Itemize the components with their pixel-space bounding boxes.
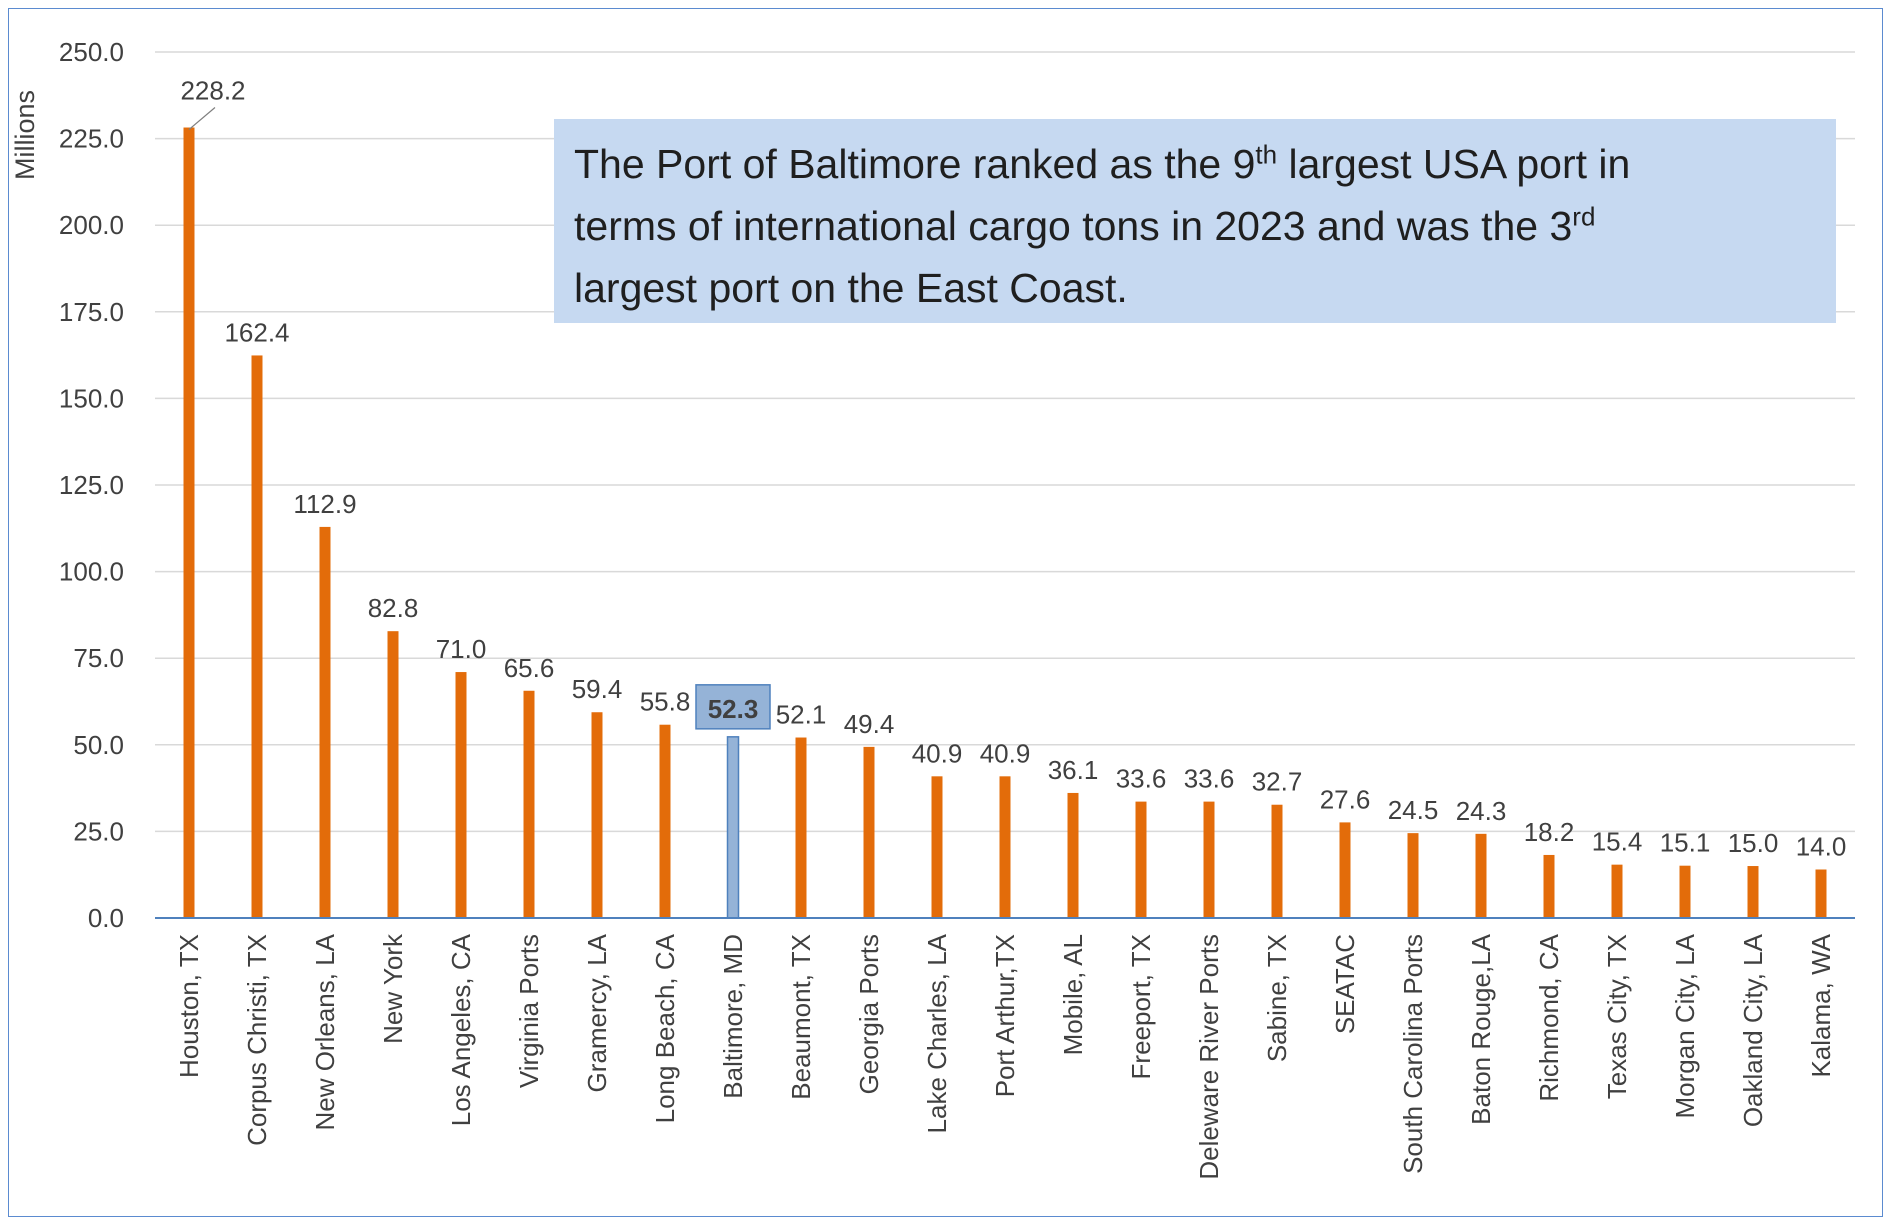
value-label: 18.2: [1524, 817, 1575, 847]
value-label: 14.0: [1796, 832, 1847, 862]
value-label: 162.4: [224, 317, 289, 347]
x-tick-label: Los Angeles, CA: [446, 933, 476, 1126]
value-label: 52.3: [708, 694, 759, 724]
bar-morgan-city-la: [1679, 865, 1691, 918]
bar-new-orleans-la: [319, 526, 331, 918]
bars: [183, 127, 1827, 919]
y-tick-label: 225.0: [59, 124, 124, 154]
y-tick-label: 50.0: [73, 730, 124, 760]
y-tick-label: 125.0: [59, 470, 124, 500]
value-label: 36.1: [1048, 755, 1099, 785]
value-label: 82.8: [368, 593, 419, 623]
x-tick-label: South Carolina Ports: [1398, 934, 1428, 1174]
y-tick-label: 200.0: [59, 210, 124, 240]
value-label: 40.9: [912, 738, 963, 768]
callout-box: The Port of Baltimore ranked as the 9th …: [554, 119, 1836, 323]
label-leader-line: [188, 107, 216, 130]
y-tick-label: 75.0: [73, 643, 124, 673]
highlight-label-box: [695, 684, 771, 730]
y-tick-label: 25.0: [73, 816, 124, 846]
y-tick-label: 100.0: [59, 557, 124, 587]
x-tick-label: Long Beach, CA: [650, 933, 680, 1123]
y-tick-label: 150.0: [59, 383, 124, 413]
x-tick-label: Deleware River Ports: [1194, 934, 1224, 1180]
bar-sabine-tx: [1271, 804, 1283, 918]
x-tick-label: Mobile, AL: [1058, 934, 1088, 1055]
x-tick-label: SEATAC: [1330, 934, 1360, 1034]
x-tick-label: Port Arthur,TX: [990, 934, 1020, 1097]
bar-baton-rouge-la: [1475, 833, 1487, 918]
bar-houston-tx: [183, 127, 195, 918]
bar-corpus-christi-tx: [251, 355, 263, 918]
bar-lake-charles-la: [931, 776, 943, 918]
value-label: 228.2: [180, 76, 245, 106]
y-tick-label: 175.0: [59, 297, 124, 327]
bar-seatac: [1339, 822, 1351, 918]
value-label: 27.6: [1320, 784, 1371, 814]
x-tick-label: Georgia Ports: [854, 934, 884, 1094]
value-label: 33.6: [1116, 764, 1167, 794]
value-label: 15.1: [1660, 828, 1711, 858]
bar-south-carolina-ports: [1407, 833, 1419, 918]
x-tick-label: Oakland City, LA: [1738, 933, 1768, 1127]
x-tick-label: Lake Charles, LA: [922, 933, 952, 1133]
x-axis-labels: Houston, TX Corpus Christi, TX New Orleans…: [174, 933, 1836, 1180]
x-tick-label: Houston, TX: [174, 934, 204, 1078]
bar-baltimore-md: [726, 736, 740, 919]
value-label: 24.3: [1456, 796, 1507, 826]
value-label: 32.7: [1252, 767, 1303, 797]
value-label: 112.9: [293, 489, 356, 519]
x-tick-label: Baltimore, MD: [718, 934, 748, 1099]
callout-line-1: The Port of Baltimore ranked as the 9th …: [574, 139, 1631, 187]
x-tick-label: Baton Rouge,LA: [1466, 933, 1496, 1124]
callout-line-2: terms of international cargo tons in 202…: [574, 201, 1596, 249]
x-tick-label: Corpus Christi, TX: [242, 934, 272, 1146]
bar-los-angeles-ca: [455, 672, 467, 918]
bar-deleware-river-ports: [1203, 801, 1215, 918]
value-label: 49.4: [844, 709, 895, 739]
x-tick-label: Richmond, CA: [1534, 933, 1564, 1101]
y-tick-label: 250.0: [59, 37, 124, 67]
x-tick-label: Beaumont, TX: [786, 934, 816, 1100]
bar-gramercy-la: [591, 712, 603, 918]
bar-virginia-ports: [523, 690, 535, 918]
value-label: 71.0: [436, 634, 487, 664]
value-label: 15.0: [1728, 828, 1779, 858]
value-label: 40.9: [980, 738, 1031, 768]
x-tick-label: Freeport, TX: [1126, 934, 1156, 1079]
x-tick-label: Sabine, TX: [1262, 934, 1292, 1062]
bar-georgia-ports: [863, 746, 875, 918]
bar-freeport-tx: [1135, 801, 1147, 918]
x-tick-label: New Orleans, LA: [310, 933, 340, 1130]
bar-mobile-al: [1067, 792, 1079, 918]
y-axis-label: Millions: [10, 90, 40, 180]
value-label: 52.1: [776, 700, 827, 730]
bar-long-beach-ca: [659, 724, 671, 918]
callout-line-3: largest port on the East Coast.: [574, 265, 1128, 311]
value-label: 15.4: [1592, 827, 1643, 857]
x-tick-label: Morgan City, LA: [1670, 933, 1700, 1118]
value-label: 55.8: [640, 687, 691, 717]
x-tick-label: Virginia Ports: [514, 934, 544, 1088]
value-label: 24.5: [1388, 795, 1439, 825]
bar-texas-city-tx: [1611, 864, 1623, 918]
bar-new-york: [387, 631, 399, 918]
bar-richmond-ca: [1543, 854, 1555, 918]
bar-oakland-city-la: [1747, 866, 1759, 918]
bar-port-arthur-tx: [999, 776, 1011, 918]
bar-kalama-wa: [1815, 869, 1827, 918]
x-tick-label: Texas City, TX: [1602, 934, 1632, 1099]
y-tick-label: 0.0: [88, 903, 124, 933]
x-tick-label: New York: [378, 933, 408, 1044]
bar-beaumont-tx: [795, 737, 807, 918]
value-label: 65.6: [504, 653, 555, 683]
value-label: 59.4: [572, 674, 623, 704]
x-tick-label: Kalama, WA: [1806, 933, 1836, 1077]
value-labels: 228.2 162.4 112.9 82.8 71.0 65.6 59.4 55.8 52.3 5…: [180, 76, 1846, 862]
x-tick-label: Gramercy, LA: [582, 933, 612, 1092]
y-axis-ticks: 0.0 25.0 50.0 75.0 100.0 125.0 150.0 175.0 200.0…: [59, 37, 124, 933]
value-label: 33.6: [1184, 764, 1235, 794]
